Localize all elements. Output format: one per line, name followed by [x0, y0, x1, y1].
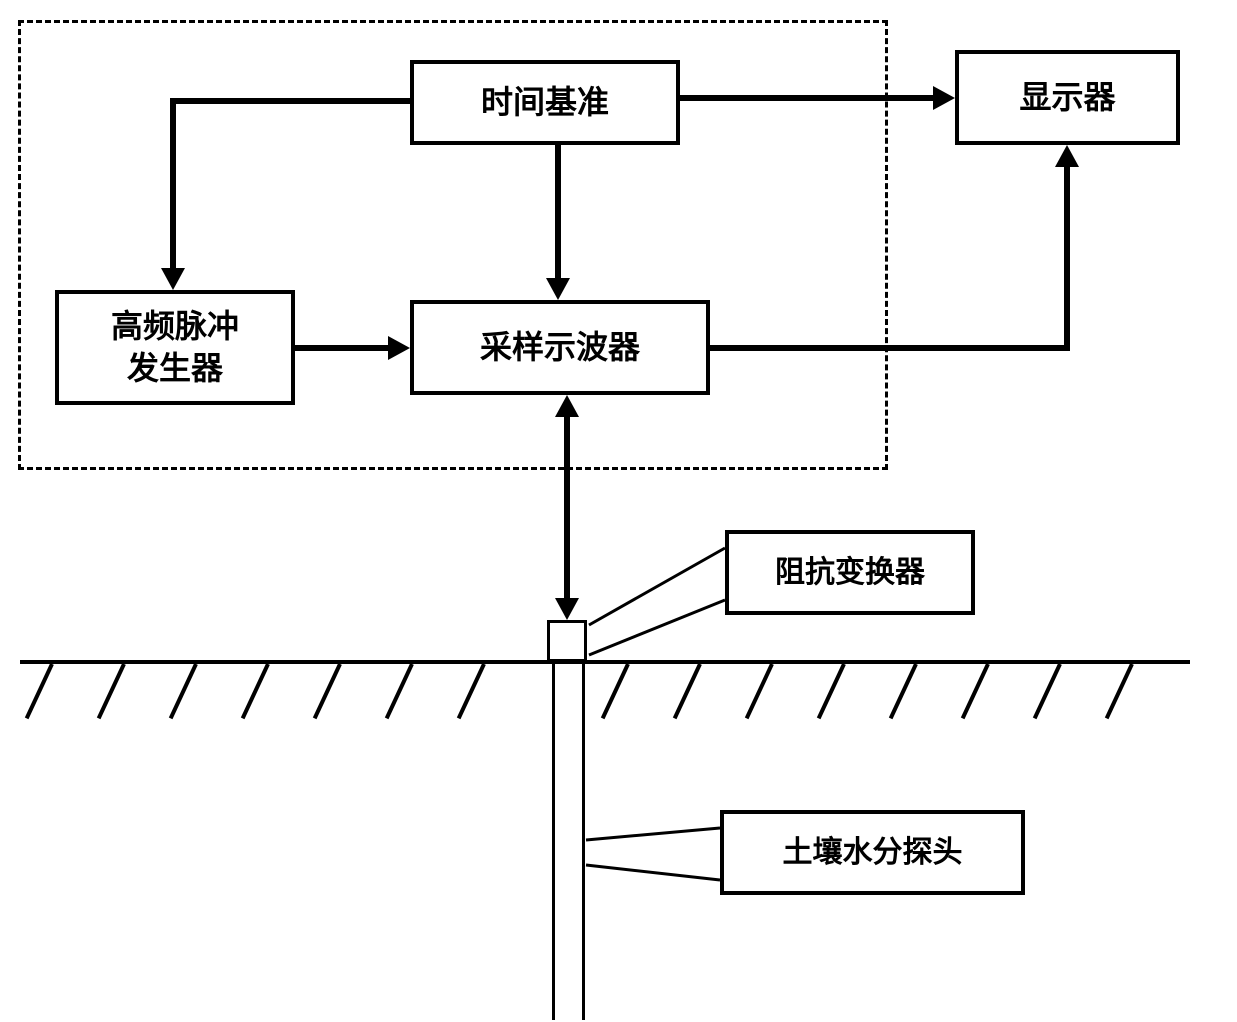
edge-sampler-display-v — [1064, 165, 1070, 351]
ground-hatch — [1105, 663, 1134, 719]
edge-timeref-sampler — [555, 145, 561, 280]
ground-hatch — [1033, 663, 1062, 719]
arrowhead-timeref-pulsegen — [161, 268, 185, 290]
node-time-reference: 时间基准 — [410, 60, 680, 145]
ground-hatch — [601, 663, 630, 719]
arrowhead-timeref-sampler — [546, 278, 570, 300]
arrowhead-timeref-display — [933, 86, 955, 110]
edge-timeref-pulsegen-h — [170, 98, 410, 104]
edge-timeref-pulsegen-v — [170, 98, 176, 270]
edge-timeref-display — [680, 95, 935, 101]
edge-sampler-impedance — [564, 415, 570, 600]
node-sampler-label: 采样示波器 — [480, 327, 640, 369]
ground-hatch — [745, 663, 774, 719]
node-soil-probe-label: 土壤水分探头 — [783, 833, 963, 872]
ground-hatch — [97, 663, 126, 719]
ground-hatch — [241, 663, 270, 719]
node-time-reference-label: 时间基准 — [481, 82, 609, 124]
ground-hatch — [817, 663, 846, 719]
edge-sampler-display-h — [710, 345, 1070, 351]
probe-line-left — [552, 662, 555, 1020]
arrowhead-sampler-impedance-down — [555, 598, 579, 620]
impedance-component-icon — [547, 620, 587, 662]
arrowhead-sampler-impedance-up — [555, 395, 579, 417]
probe-line-right — [582, 662, 585, 1020]
ground-hatch — [313, 663, 342, 719]
node-soil-probe: 土壤水分探头 — [720, 810, 1025, 895]
node-display-label: 显示器 — [1019, 77, 1115, 119]
ground-hatch — [889, 663, 918, 719]
ground-hatch — [457, 663, 486, 719]
ground-hatch — [673, 663, 702, 719]
edge-pulsegen-sampler — [295, 345, 390, 351]
node-pulse-generator-label: 高频脉冲 发生器 — [111, 306, 239, 389]
ground-hatch — [961, 663, 990, 719]
arrowhead-pulsegen-sampler — [388, 336, 410, 360]
node-impedance-converter-label: 阻抗变换器 — [775, 553, 925, 592]
node-pulse-generator: 高频脉冲 发生器 — [55, 290, 295, 405]
node-impedance-converter: 阻抗变换器 — [725, 530, 975, 615]
ground-hatch — [169, 663, 198, 719]
node-display: 显示器 — [955, 50, 1180, 145]
ground-hatch — [25, 663, 54, 719]
node-sampler: 采样示波器 — [410, 300, 710, 395]
arrowhead-sampler-display — [1055, 145, 1079, 167]
ground-hatch — [385, 663, 414, 719]
